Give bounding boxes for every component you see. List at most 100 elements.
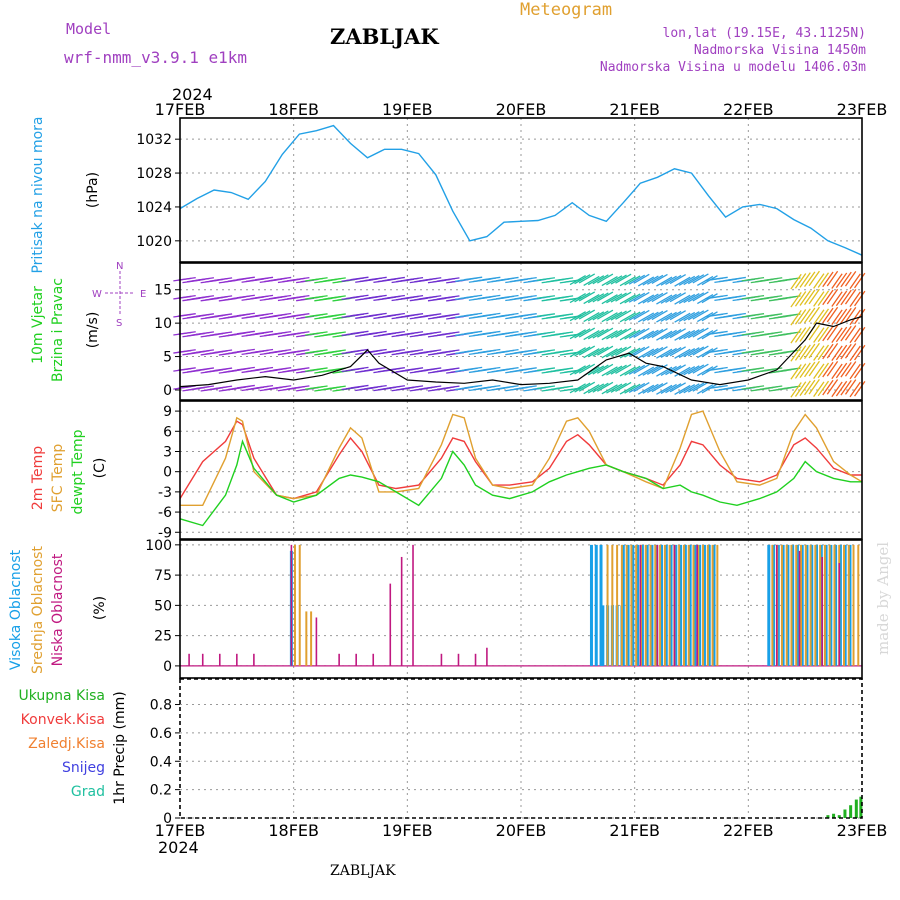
wind-barb xyxy=(564,351,583,355)
wind-barb xyxy=(628,274,646,285)
wind-barb xyxy=(578,345,596,356)
wind-barb xyxy=(196,313,215,317)
compass-e: E xyxy=(140,289,146,300)
wind-barb xyxy=(782,277,801,282)
wind-barb xyxy=(683,274,700,286)
wind-barb xyxy=(177,331,196,335)
coords-label: lon,lat (19.15E, 43.1125N) xyxy=(663,26,867,41)
wind-barb xyxy=(642,275,659,286)
wind-barb xyxy=(782,367,801,372)
wind-barb xyxy=(831,273,843,289)
wind-barb xyxy=(822,379,834,396)
wind-barb xyxy=(637,366,655,377)
wind-barb xyxy=(464,312,483,317)
tick-label: 100 xyxy=(145,538,172,554)
tick-label: 1028 xyxy=(136,166,172,182)
wind-barb xyxy=(273,348,292,353)
wind-barb xyxy=(637,312,655,323)
wind-barb xyxy=(537,277,556,281)
wind-barb xyxy=(709,348,728,353)
wind-barb xyxy=(464,330,483,335)
wind-barb xyxy=(849,381,861,398)
wind-barb xyxy=(596,309,614,320)
sfc-temp-label: SFC Temp xyxy=(50,444,66,513)
wind-barb xyxy=(236,312,255,317)
dewpt-temp-line xyxy=(179,439,862,527)
wind-barb xyxy=(746,385,765,389)
wind-barb xyxy=(619,384,636,395)
wind-barb xyxy=(423,385,442,390)
wind-barb xyxy=(840,325,852,342)
elevation-label: Nadmorska Visina 1450m xyxy=(694,43,866,58)
wind-barb xyxy=(564,369,583,373)
cloud-unit: (%) xyxy=(92,596,108,620)
wind-barb xyxy=(628,292,646,303)
wind-barb xyxy=(822,271,834,288)
wind-barb xyxy=(687,292,705,303)
wind-barb xyxy=(574,328,591,339)
wind-barb xyxy=(624,365,641,376)
panel-frame xyxy=(179,400,863,540)
wind-barb xyxy=(291,313,310,317)
wind-barb xyxy=(790,382,802,398)
wind-barb xyxy=(831,381,843,398)
wind-barb xyxy=(587,311,605,322)
wind-barb xyxy=(624,329,641,340)
wind-barb xyxy=(687,382,705,393)
wind-barb xyxy=(826,379,839,395)
wind-barb xyxy=(697,348,714,359)
tick-label: -9 xyxy=(158,525,172,541)
wind-barb xyxy=(840,361,852,378)
wind-barb xyxy=(482,384,501,389)
wind-barb xyxy=(709,366,728,371)
wind-barb xyxy=(309,313,328,317)
wind-barb xyxy=(794,309,807,325)
wind-barb xyxy=(555,295,574,300)
wind-barb xyxy=(651,291,668,303)
wind-barb xyxy=(727,385,746,389)
wind-barb xyxy=(804,289,816,306)
wind-barb xyxy=(327,277,346,282)
precip-unit: 1hr Precip (mm) xyxy=(112,691,128,804)
compass-n: N xyxy=(116,261,123,272)
wind-barb xyxy=(368,276,387,281)
wind-barb xyxy=(236,348,255,353)
wind-barb xyxy=(564,387,583,392)
wind-barb xyxy=(214,367,233,372)
wind-barb xyxy=(350,330,369,335)
wind-barb xyxy=(678,366,696,377)
wind-barb xyxy=(782,313,801,318)
wind-barb xyxy=(537,385,556,390)
wind-barb xyxy=(564,315,583,319)
wind-barb xyxy=(619,366,636,377)
wind-barb xyxy=(405,385,424,389)
wind-barb xyxy=(799,308,811,324)
wind-barb xyxy=(674,384,691,395)
wind-barb xyxy=(578,363,596,374)
wind-barb xyxy=(500,312,519,317)
wind-barb xyxy=(844,289,857,305)
wind-barb xyxy=(840,380,852,396)
wind-barb xyxy=(844,379,857,395)
tick-label: 0 xyxy=(163,465,172,481)
wind-barb xyxy=(854,308,866,325)
wind-barb xyxy=(683,293,700,304)
wind-barb xyxy=(794,381,807,397)
wind-barb xyxy=(214,349,233,354)
wind-barb xyxy=(854,362,866,379)
panel-3: 100 75 50 25 0 xyxy=(145,538,863,679)
wind-barb xyxy=(596,381,614,392)
high-cloud-label: Visoka Oblacnost xyxy=(8,549,24,670)
wind-barb xyxy=(813,345,825,361)
wind-barb xyxy=(309,331,328,336)
wind-barb xyxy=(386,312,405,317)
tick-label: 0.6 xyxy=(150,726,172,742)
wind-barb xyxy=(291,349,310,353)
temp-unit: (C) xyxy=(92,458,108,479)
wind-barb xyxy=(831,345,843,362)
wind-barb xyxy=(601,384,618,395)
wind-barb xyxy=(583,293,600,305)
wind-barb xyxy=(822,307,834,324)
tick-label: -3 xyxy=(158,485,172,501)
temp2m-label: 2m Temp xyxy=(30,446,46,510)
